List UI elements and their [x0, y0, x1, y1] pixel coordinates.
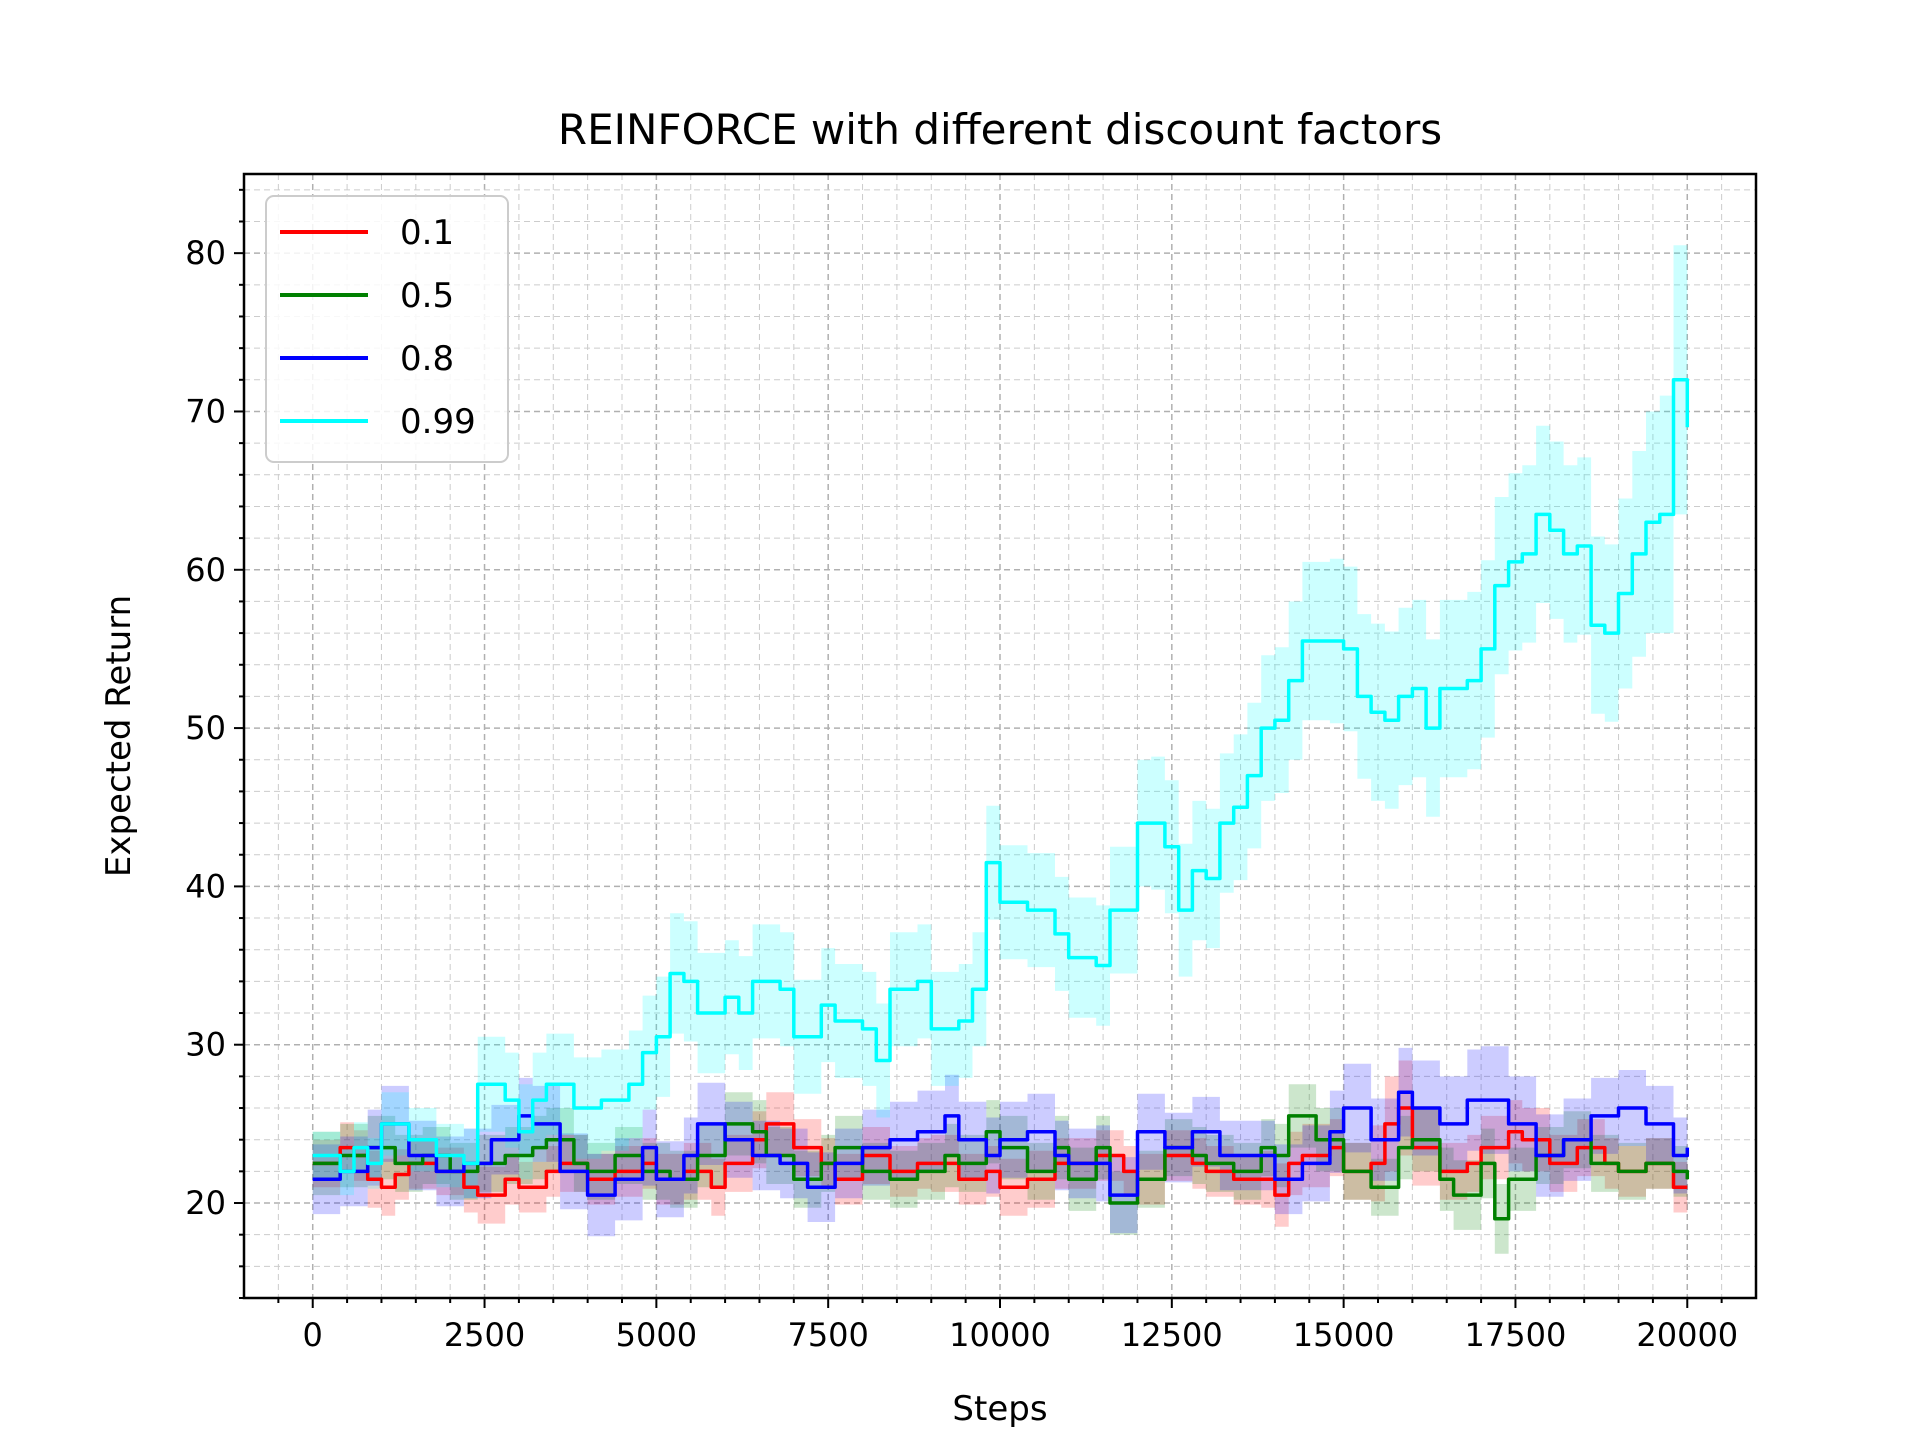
y-tick-label: 20: [185, 1184, 226, 1222]
x-tick-label: 10000: [949, 1316, 1051, 1354]
legend-label-0.8: 0.8: [400, 339, 454, 379]
chart-title: REINFORCE with different discount factor…: [558, 105, 1442, 154]
series-line-0.99: [312, 378, 1690, 1174]
y-tick-label: 60: [185, 551, 226, 589]
x-tick-label: 12500: [1121, 1316, 1223, 1354]
legend-label-0.99: 0.99: [400, 402, 476, 442]
y-tick-label: 80: [185, 234, 226, 272]
tick-layer: 0 2500 5000 7500 10000 12500 15000 17500 20000 20…: [185, 188, 1738, 1354]
line-layer: [312, 378, 1690, 1221]
series-line-0.1: [312, 1106, 1688, 1197]
series-band-0.5: [312, 1084, 1688, 1254]
legend-box: [265, 195, 509, 463]
y-tick-label: 50: [185, 709, 226, 747]
series-band-0.99: [312, 245, 1688, 1199]
x-tick-label: 17500: [1465, 1316, 1567, 1354]
legend-label-0.1: 0.1: [400, 213, 454, 253]
series-line-0.5: [312, 1114, 1690, 1221]
x-tick-label: 7500: [787, 1316, 868, 1354]
legend-label-0.5: 0.5: [400, 276, 454, 316]
x-tick-label: 5000: [616, 1316, 697, 1354]
y-tick-label: 40: [185, 867, 226, 905]
series-band-0.1: [312, 1060, 1688, 1227]
x-tick-label: 20000: [1636, 1316, 1738, 1354]
grid-layer: [244, 174, 1756, 1299]
y-axis-label: Expected Return: [99, 595, 139, 877]
series-line-0.8: [312, 1090, 1690, 1197]
y-tick-label: 70: [185, 392, 226, 430]
legend: 0.1 0.5 0.8 0.99: [265, 195, 509, 463]
y-tick-label: 30: [185, 1026, 226, 1064]
x-axis-label: Steps: [952, 1389, 1047, 1429]
x-tick-label: 15000: [1293, 1316, 1395, 1354]
x-tick-label: 2500: [444, 1316, 525, 1354]
x-tick-label: 0: [303, 1316, 323, 1354]
